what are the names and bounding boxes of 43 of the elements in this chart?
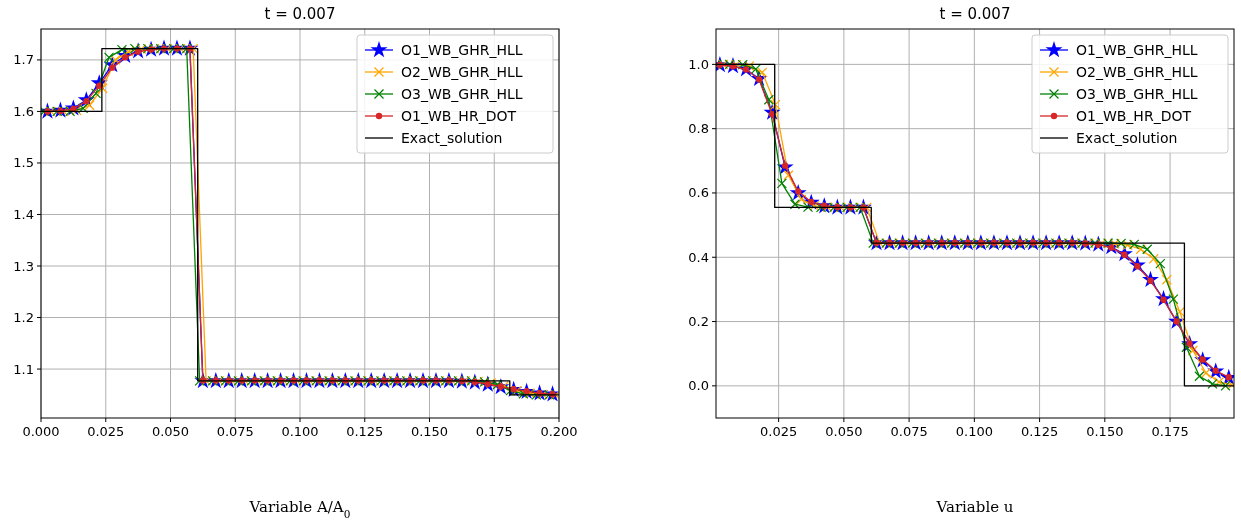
x-tick-label: 0.125 [1020,424,1059,439]
y-tick-label: 1.4 [13,206,34,222]
x-tick-label: 0.200 [540,424,578,439]
legend-label: Exact_solution [401,130,503,146]
x-axis-title: Variable u [935,498,1014,516]
x-tick-label: 0.075 [890,424,928,439]
legend-label: O3_WB_GHR_HLL [1076,86,1198,102]
x-tick-label: 0.150 [410,424,449,439]
legend-label: Exact_solution [1076,130,1178,146]
legend-label: O1_WB_HR_DOT [401,108,517,124]
x-tick-label: 0.075 [216,424,254,439]
x-tick-label: 0.050 [825,424,863,439]
y-tick-label: 0.6 [688,185,709,201]
legend-label: O3_WB_GHR_HLL [401,86,523,102]
x-tick-label: 0.050 [151,424,190,439]
chart-title: t = 0.007 [939,5,1011,23]
x-tick-label: 0.175 [1151,424,1189,439]
legend-label: O1_WB_HR_DOT [1076,108,1192,124]
legend-label: O2_WB_GHR_HLL [401,64,523,80]
x-tick-label: 0.175 [475,424,513,439]
x-tick-label: 0.150 [1086,424,1124,439]
y-tick-label: 1.6 [13,103,34,119]
x-tick-label: 0.025 [87,424,125,439]
legend-label: O1_WB_GHR_HLL [401,42,523,58]
chart-title: t = 0.007 [264,5,336,23]
x-tick-label: 0.100 [281,424,319,439]
y-tick-label: 0.4 [688,249,709,265]
y-tick-label: 0.8 [688,121,709,137]
legend-label: O1_WB_GHR_HLL [1076,42,1198,58]
y-tick-label: 0.2 [688,314,709,330]
x-tick-label: 0.000 [22,424,60,439]
y-tick-label: 1.5 [13,155,34,171]
x-tick-label: 0.100 [955,424,993,439]
y-tick-label: 1.3 [13,258,34,274]
legend-label: O2_WB_GHR_HLL [1076,64,1198,80]
y-tick-label: 1.2 [13,310,34,326]
x-tick-label: 0.125 [346,424,384,439]
y-tick-label: 0.0 [688,378,709,394]
x-tick-label: 0.025 [760,424,798,439]
x-axis-title: Variable A/A$_{0}$ [248,498,351,520]
y-tick-label: 1.7 [13,52,34,68]
y-tick-label: 1.0 [688,56,709,72]
y-tick-label: 1.1 [13,361,34,377]
